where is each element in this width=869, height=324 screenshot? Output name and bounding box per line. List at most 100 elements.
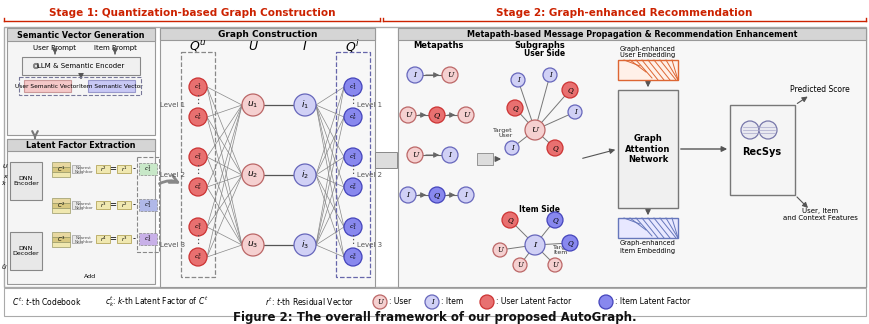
Text: Level 3: Level 3 [357,242,382,248]
Bar [96,165,109,173]
Circle shape [441,67,457,83]
Text: Stage 1: Quantization-based Graph Construction: Stage 1: Quantization-based Graph Constr… [49,8,335,18]
Circle shape [513,258,527,272]
Text: $c^2_k$: $c^2_k$ [348,181,356,192]
Circle shape [343,178,362,196]
Circle shape [504,141,519,155]
Text: Graph-enhanced
Item Embedding: Graph-enhanced Item Embedding [620,240,675,253]
Circle shape [189,218,207,236]
Text: ⋮: ⋮ [347,95,358,105]
Text: Figure 2: The overall framework of our proposed AutoGraph.: Figure 2: The overall framework of our p… [233,310,636,323]
Text: $\hat{x}$: $\hat{x}$ [1,179,7,188]
Text: $c^1_1$: $c^1_1$ [348,82,356,92]
Text: Q: Q [567,86,572,94]
Bar [52,203,70,208]
Bar [617,218,677,238]
Text: $c^1_1$: $c^1_1$ [194,82,202,92]
Text: ⋮: ⋮ [192,165,203,175]
Text: Add: Add [83,273,96,279]
Circle shape [547,212,562,228]
Bar [52,198,70,203]
Circle shape [501,212,517,228]
Text: $Q^i$: $Q^i$ [345,39,360,55]
Circle shape [425,295,439,309]
Text: U: U [404,111,411,119]
Circle shape [343,78,362,96]
Text: Level 2: Level 2 [160,172,185,178]
Bar [88,80,135,92]
Circle shape [373,295,387,309]
Text: User Semantic Vector: User Semantic Vector [15,84,79,88]
Text: U: U [496,246,502,254]
Text: DNN
Decoder: DNN Decoder [13,246,39,256]
Circle shape [758,121,776,139]
Text: Graph-enhanced
User Embedding: Graph-enhanced User Embedding [620,45,675,59]
Circle shape [547,258,561,272]
Text: $c^2_1$: $c^2_1$ [348,152,356,162]
Bar [375,152,396,168]
Text: $c_1^2$: $c_1^2$ [144,200,151,210]
Bar [72,201,80,209]
Text: Q: Q [434,191,440,199]
Circle shape [189,178,207,196]
Text: $U$: $U$ [248,40,258,53]
Text: Q: Q [552,216,557,224]
Bar [136,157,159,252]
Bar [22,57,140,75]
Text: Nearest
Neighbor: Nearest Neighbor [75,236,93,244]
Bar [96,201,109,209]
Circle shape [441,147,457,163]
Circle shape [189,148,207,166]
Text: $c^3_k$: $c^3_k$ [194,252,202,262]
Text: $c^2_k$: $c^2_k$ [194,181,202,192]
Text: Subgraphs: Subgraphs [514,41,565,51]
Text: : User Latent Factor: : User Latent Factor [495,297,571,307]
Text: I: I [516,76,519,84]
Text: Predicted Score: Predicted Score [789,86,849,95]
Text: $r^3$: $r^3$ [121,234,127,244]
Bar [116,165,131,173]
Text: $u_2$: $u_2$ [247,170,258,180]
Circle shape [189,248,207,266]
Circle shape [407,67,422,83]
Text: RecSys: RecSys [741,147,780,157]
Text: ⋮: ⋮ [347,235,358,245]
Bar [335,52,369,277]
Text: $u_1$: $u_1$ [247,100,258,110]
Circle shape [407,147,422,163]
Text: $\hat{U}$: $\hat{U}$ [1,262,7,272]
Text: U: U [516,261,522,269]
Bar [52,208,70,213]
Text: =: = [109,201,116,210]
Text: Level 2: Level 2 [357,172,382,178]
Text: : Item: : Item [441,297,462,307]
Text: I: I [430,298,433,306]
Text: $c^3_1$: $c^3_1$ [194,222,202,232]
Bar [52,232,70,237]
Bar [160,28,375,287]
Circle shape [510,73,524,87]
Text: -: - [132,165,136,173]
Text: U: U [376,298,382,306]
Circle shape [242,94,263,116]
Bar [52,167,70,172]
Bar [139,233,156,245]
Bar [52,237,70,242]
Circle shape [740,121,758,139]
Text: Q: Q [512,104,517,112]
Text: Target
User: Target User [493,128,513,138]
Text: =: = [109,235,116,244]
Circle shape [457,107,474,123]
Bar [10,232,42,270]
Text: Level 1: Level 1 [160,102,185,108]
Circle shape [189,108,207,126]
Circle shape [493,243,507,257]
Bar [52,162,70,167]
Circle shape [294,94,315,116]
Text: : User: : User [388,297,411,307]
Text: U: U [3,165,7,169]
Text: $i_2$: $i_2$ [301,169,308,181]
Text: LLM & Semantic Encoder: LLM & Semantic Encoder [37,63,124,69]
Circle shape [400,107,415,123]
Text: I: I [448,151,451,159]
